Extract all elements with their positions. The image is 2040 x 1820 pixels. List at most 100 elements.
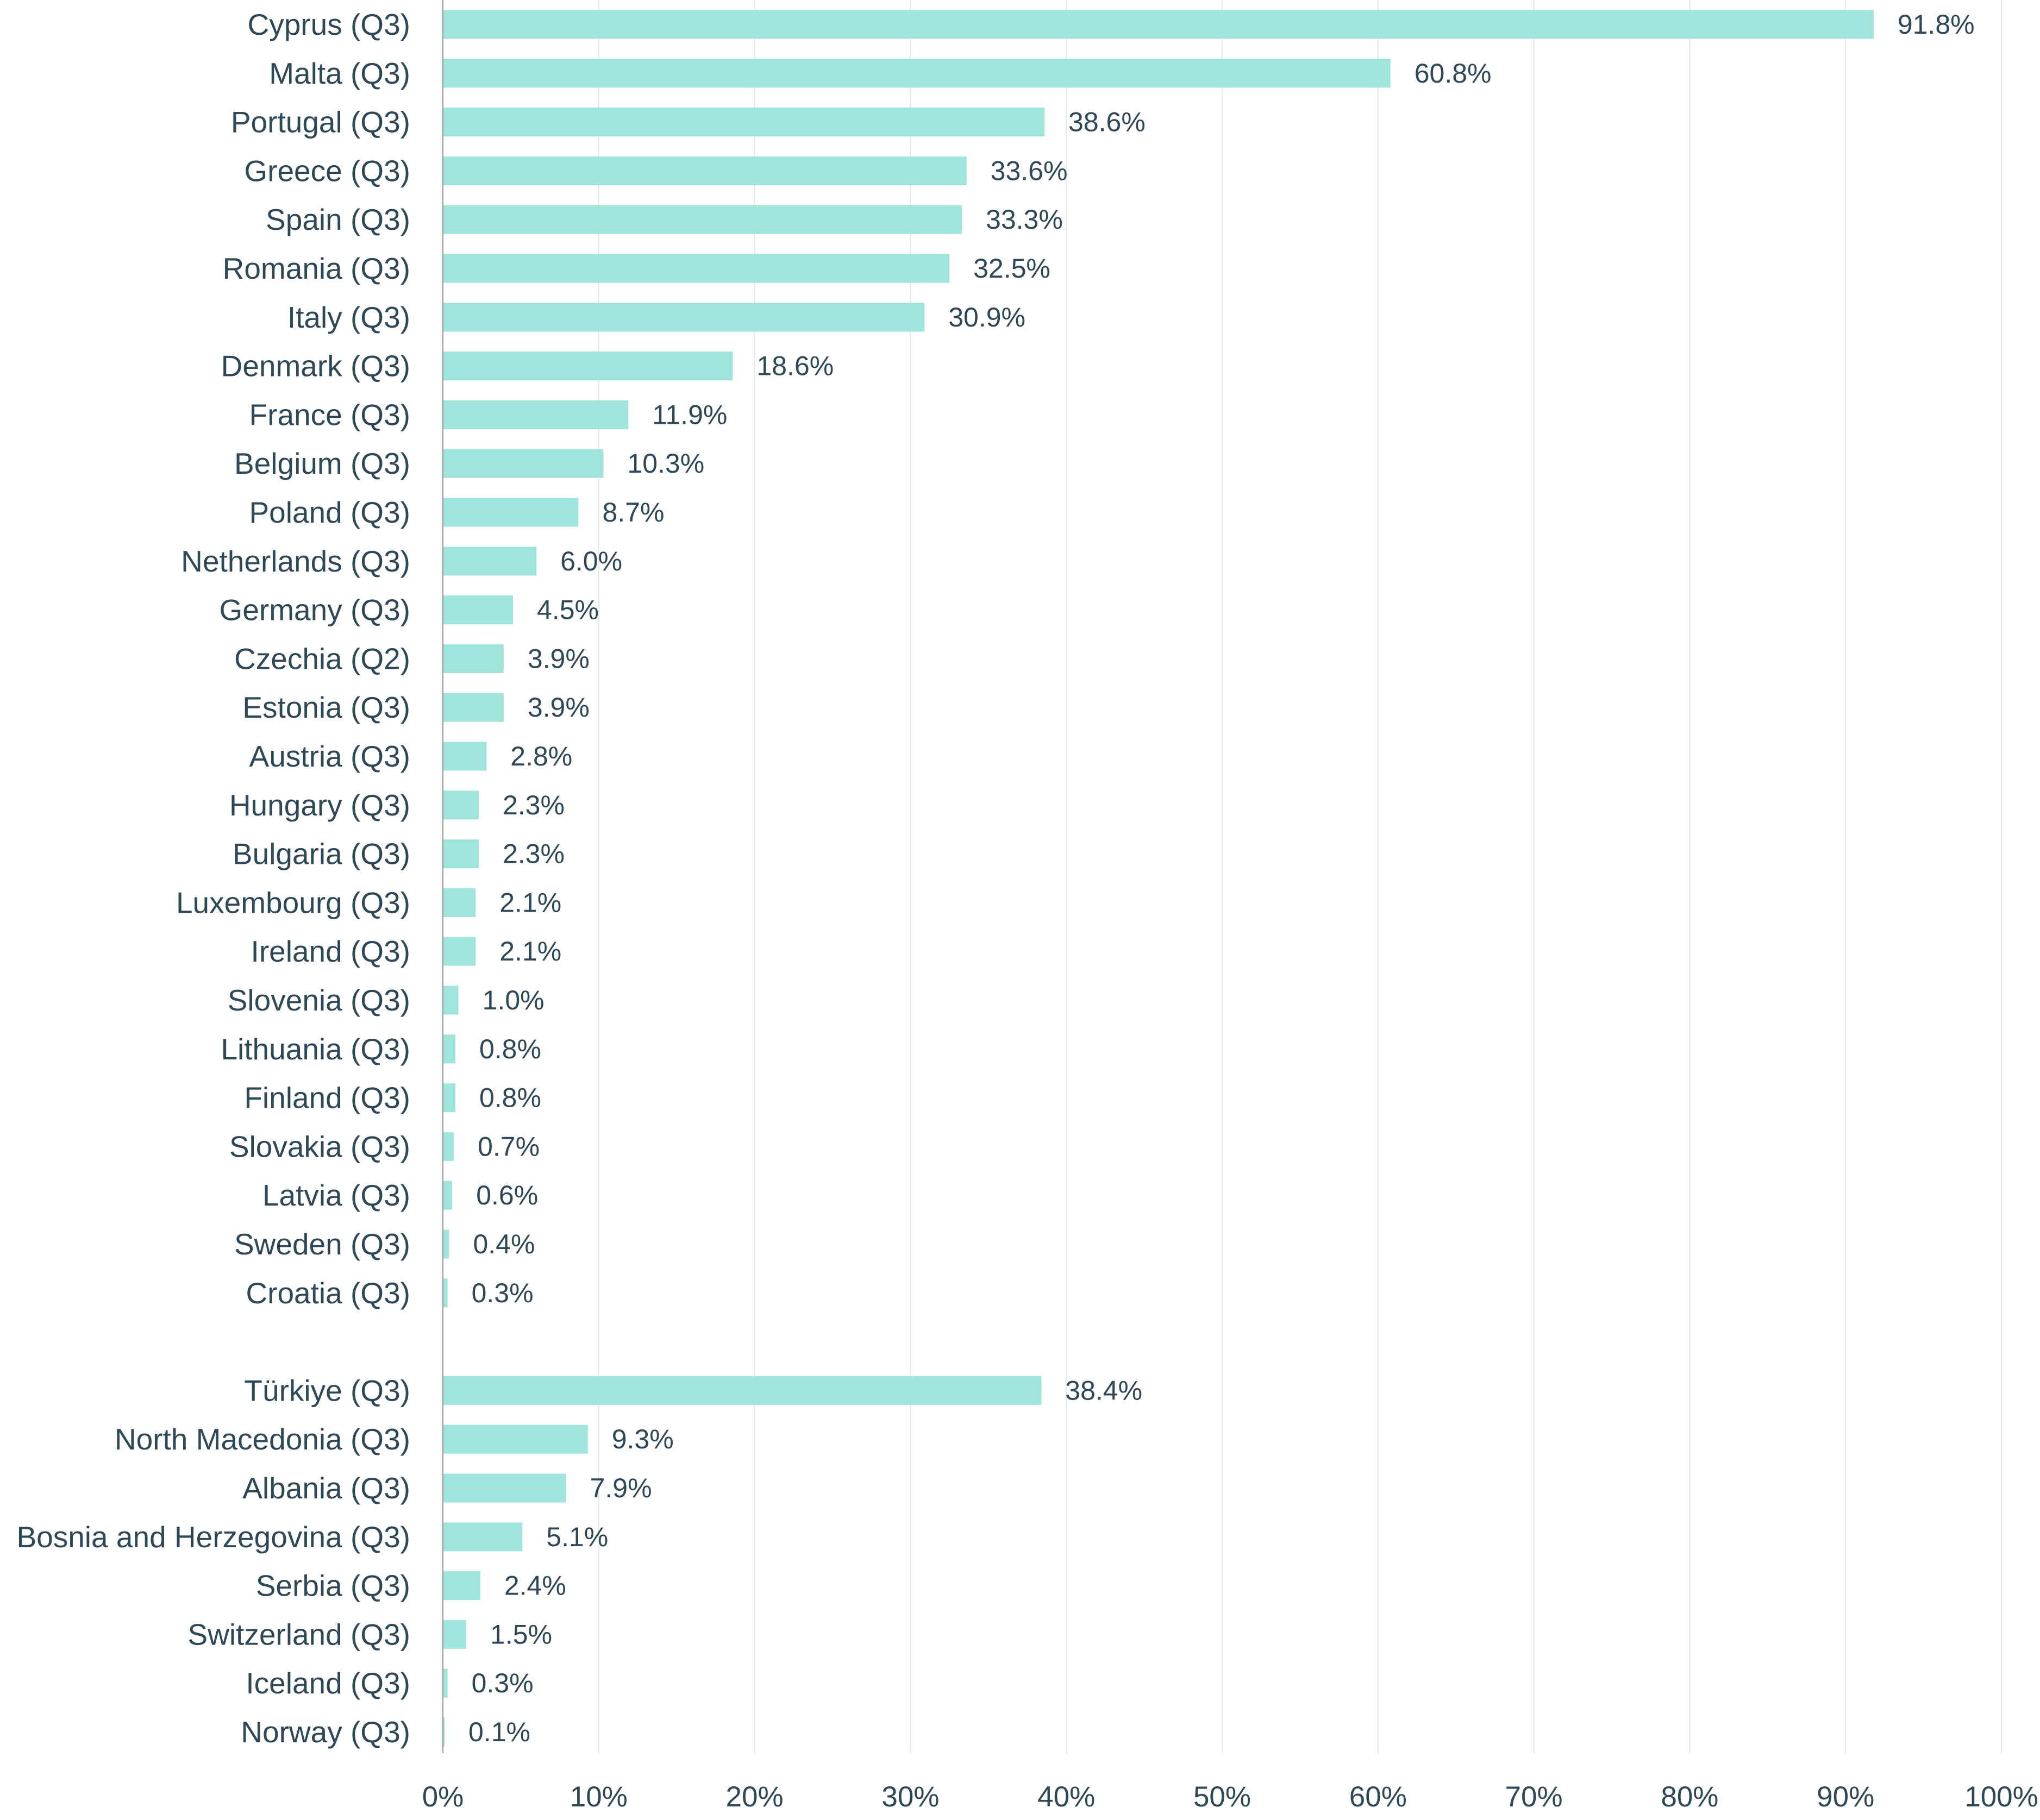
category-label: Finland (Q3) [244, 1081, 410, 1115]
bar [443, 108, 1045, 137]
category-label: Slovenia (Q3) [228, 983, 410, 1017]
bar [443, 693, 504, 722]
value-label: 0.8% [479, 1083, 541, 1113]
category-label: Germany (Q3) [220, 593, 410, 627]
x-tick-label: 80% [1661, 1781, 1718, 1813]
value-label: 11.9% [652, 399, 727, 430]
bar [443, 1181, 453, 1210]
category-label: Romania (Q3) [223, 252, 410, 285]
category-label: Iceland (Q3) [246, 1666, 410, 1700]
category-label: Sweden (Q3) [234, 1227, 410, 1261]
value-label: 1.5% [490, 1619, 552, 1649]
category-label: Ireland (Q3) [251, 934, 410, 968]
labels: 0% 10% 20% 30% 40% 50% 60% 70% 80% 90% 100% Cyprus … [16, 8, 2038, 1813]
category-label: Serbia (Q3) [256, 1569, 410, 1603]
x-tick-label: 40% [1037, 1781, 1095, 1813]
bar [443, 1376, 1042, 1405]
bar [443, 547, 537, 576]
value-label: 4.5% [537, 595, 599, 625]
bar [443, 10, 1874, 39]
bar [443, 498, 579, 527]
bar [443, 1132, 454, 1161]
category-label: Poland (Q3) [249, 495, 410, 529]
bar [443, 986, 459, 1015]
value-label: 6.0% [560, 546, 622, 576]
category-label: Hungary (Q3) [229, 788, 410, 822]
value-label: 2.4% [504, 1571, 566, 1601]
bar [443, 1473, 566, 1503]
bar [443, 790, 479, 820]
value-label: 0.6% [476, 1180, 538, 1210]
bar [443, 595, 514, 625]
value-label: 60.8% [1415, 58, 1492, 89]
bar [443, 400, 629, 429]
value-label: 0.3% [472, 1668, 534, 1698]
category-label: Italy (Q3) [287, 300, 410, 334]
bar [443, 352, 733, 381]
category-label: Bosnia and Herzegovina (Q3) [16, 1520, 410, 1554]
value-label: 0.1% [468, 1717, 530, 1747]
grid-lines [598, 0, 2002, 1753]
x-tick-label: 30% [881, 1781, 939, 1813]
category-label: Netherlands (Q3) [181, 544, 410, 578]
bar [443, 742, 487, 771]
x-tick-label: 90% [1817, 1781, 1874, 1813]
x-tick-label: 50% [1193, 1781, 1251, 1813]
category-label: Malta (Q3) [269, 57, 410, 90]
category-label: Bulgaria (Q3) [233, 837, 410, 871]
category-label: Lithuania (Q3) [221, 1032, 410, 1066]
bar [443, 205, 962, 234]
bar [443, 1424, 588, 1454]
value-label: 33.6% [991, 155, 1068, 186]
x-tick-label: 0% [422, 1781, 464, 1813]
bar [443, 1229, 449, 1259]
value-label: 0.3% [472, 1278, 534, 1308]
category-label: Slovakia (Q3) [229, 1129, 410, 1163]
category-label: Croatia (Q3) [246, 1276, 410, 1310]
category-label: Norway (Q3) [241, 1715, 410, 1749]
category-label: Czechia (Q2) [234, 642, 410, 675]
bar [443, 449, 604, 478]
category-label: Spain (Q3) [266, 203, 410, 236]
value-label: 3.9% [528, 643, 590, 674]
bar [443, 303, 925, 332]
bar [443, 1571, 480, 1601]
value-label: 38.6% [1068, 107, 1146, 137]
bars [443, 10, 1874, 1747]
category-label: Greece (Q3) [244, 154, 410, 187]
value-label: 7.9% [590, 1473, 652, 1503]
value-label: 2.8% [510, 741, 572, 771]
value-label: 2.1% [499, 887, 561, 918]
bar [443, 644, 504, 673]
bar [443, 1717, 445, 1747]
value-label: 32.5% [973, 253, 1050, 284]
bar [443, 1083, 455, 1113]
category-label: Estonia (Q3) [242, 691, 410, 724]
value-label: 8.7% [603, 497, 665, 528]
x-tick-label: 70% [1505, 1781, 1563, 1813]
value-label: 18.6% [756, 351, 834, 381]
bar [443, 839, 479, 869]
bar [443, 888, 476, 917]
bar [443, 1620, 467, 1649]
bar [443, 1278, 448, 1308]
category-label: France (Q3) [249, 398, 410, 431]
category-label: Denmark (Q3) [221, 349, 410, 383]
x-tick-label: 60% [1349, 1781, 1407, 1813]
value-label: 2.1% [499, 936, 561, 967]
value-label: 91.8% [1898, 9, 1975, 40]
value-label: 3.9% [528, 692, 590, 723]
bar [443, 1522, 523, 1552]
bar [443, 1668, 448, 1698]
category-label: Luxembourg (Q3) [176, 886, 410, 919]
category-label: Portugal (Q3) [231, 105, 410, 139]
category-label: Albania (Q3) [242, 1471, 410, 1505]
x-tick-label: 20% [726, 1781, 784, 1813]
value-label: 5.1% [546, 1522, 608, 1552]
value-label: 30.9% [948, 302, 1025, 332]
x-tick-label: 10% [570, 1781, 628, 1813]
x-tick-label: 100% [1964, 1781, 2038, 1813]
value-label: 38.4% [1065, 1375, 1142, 1405]
category-label: Cyprus (Q3) [248, 8, 411, 41]
